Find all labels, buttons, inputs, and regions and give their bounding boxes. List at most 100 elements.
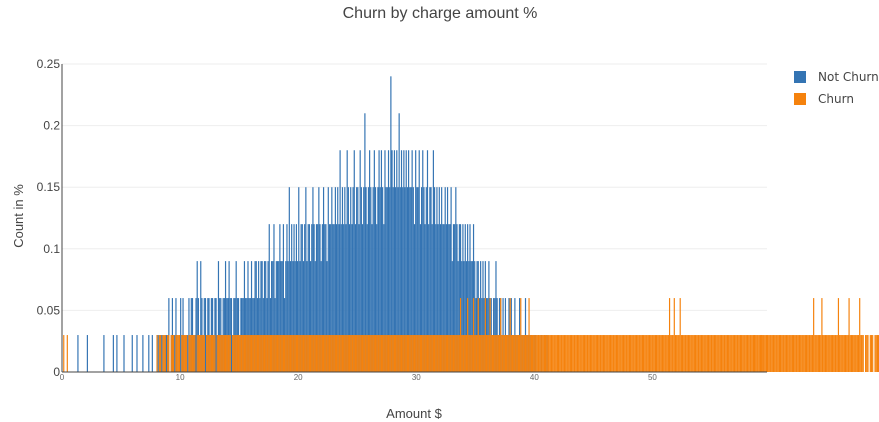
bar-churn [755,335,757,372]
bar-churn [517,335,520,372]
bar-churn [302,335,305,372]
bar-churn [379,335,381,372]
bar-not-churn [435,224,437,372]
bar-churn [788,335,790,372]
bar-not-churn [227,298,229,372]
bar-churn [717,335,719,372]
bar-churn [442,335,444,372]
bar-churn [604,335,606,372]
bar-churn [504,335,507,372]
bar-churn [837,298,840,372]
bar-churn [756,335,758,372]
bar-churn [184,335,186,372]
bar-churn [168,335,170,372]
bar-churn [309,335,312,372]
bar-churn [639,335,641,372]
bar-churn [402,335,404,372]
bar-churn [678,335,680,372]
bar-churn [789,335,791,372]
bar-churn [546,335,548,372]
bar-churn [248,335,250,372]
bar-churn [693,335,695,372]
bar-churn [850,335,853,372]
bar-churn [720,335,723,372]
x-axis-label: Amount $ [386,406,442,421]
bar-churn [229,335,231,372]
legend-item-churn[interactable]: Churn [794,88,879,110]
bar-churn [250,335,253,372]
bar-churn [227,335,229,372]
bar-churn [528,298,530,372]
bar-churn [828,335,830,372]
bar-churn [718,335,720,372]
bar-churn [327,335,329,372]
bar-churn [757,335,759,372]
bar-churn [487,335,489,372]
x-tick-label: 0 [60,373,65,382]
bar-churn [630,335,632,372]
bar-churn [430,335,432,372]
bar-not-churn [298,187,300,372]
bar-churn [444,335,446,372]
bar-churn [170,335,172,372]
bar-churn [374,335,377,372]
bar-churn [289,335,292,372]
bar-churn [840,335,842,372]
bar-not-churn [252,298,254,372]
bar-churn [359,335,361,372]
bar-churn [295,335,297,372]
bar-not-churn [337,187,339,372]
bar-churn [529,335,531,372]
bar-churn [376,335,378,372]
bar-churn [445,335,447,372]
bar-not-churn [403,150,405,372]
bar-churn [383,335,385,372]
bar-churn [865,335,867,372]
bar-churn [216,335,218,372]
bar-churn [373,335,375,372]
bar-churn [66,335,68,372]
bar-churn [524,335,527,372]
bar-churn [704,335,706,372]
bar-churn [798,335,801,372]
bar-not-churn [396,150,398,372]
bar-churn [875,335,877,372]
bar-churn [294,335,296,372]
bar-not-churn [328,224,331,372]
bar-not-churn [319,224,321,372]
bar-churn [475,335,477,372]
bar-churn [262,335,264,372]
bar-churn [167,335,169,372]
bar-not-churn [326,261,328,372]
bar-churn [652,335,654,372]
bar-not-churn [423,187,425,372]
bar-churn [395,335,397,372]
bar-churn [222,335,224,372]
bar-churn [631,335,633,372]
bar-churn [242,335,244,372]
bar-not-churn [214,298,216,372]
bar-churn [506,335,508,372]
bar-churn [484,298,486,372]
bar-churn [403,335,405,372]
legend-item-not-churn[interactable]: Not Churn [794,66,879,88]
bar-churn [344,335,346,372]
bar-churn [358,335,360,372]
x-tick-label: 40 [530,373,539,382]
bar-not-churn [409,187,411,372]
bar-not-churn [348,224,351,372]
y-tick-label: 0.2 [43,119,60,133]
bar-not-churn [230,298,233,372]
bar-not-churn [357,187,359,372]
bar-churn [744,335,746,372]
bar-not-churn [300,224,302,372]
bar-not-churn [317,224,319,372]
bar-churn [710,335,712,372]
bar-churn [568,335,570,372]
bar-churn [443,335,445,372]
bar-churn [857,335,860,372]
bar-churn [702,335,704,372]
bar-churn [859,298,861,372]
bar-churn [386,335,388,372]
bar-churn [272,335,274,372]
